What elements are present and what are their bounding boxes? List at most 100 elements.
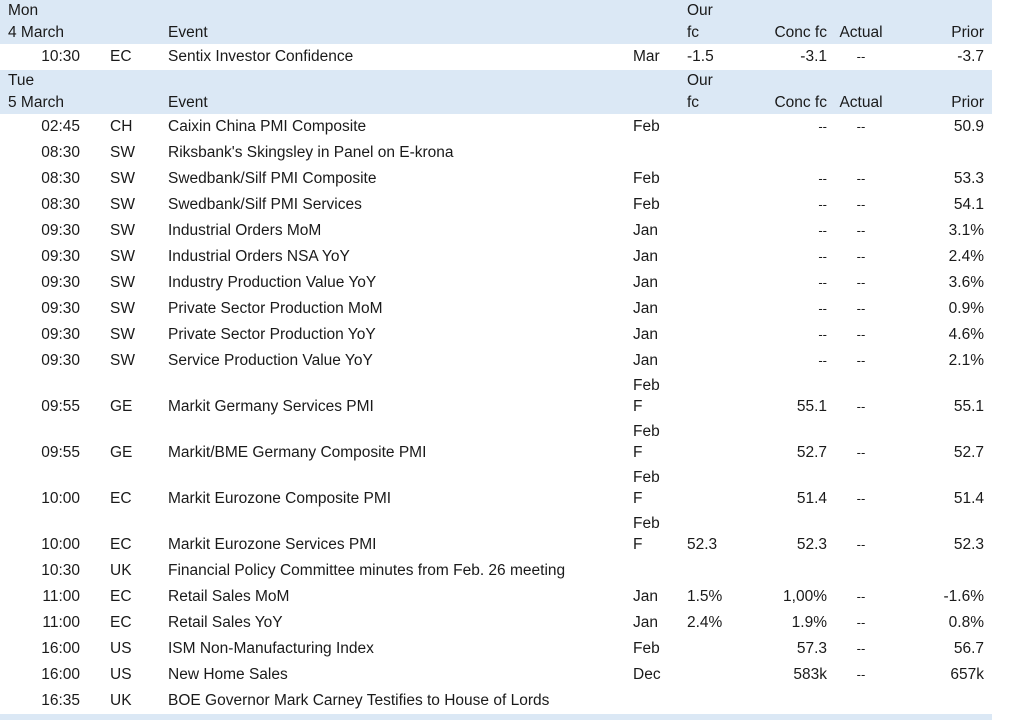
cell-country: SW	[110, 300, 135, 317]
header-our-fc-2: fc	[687, 94, 700, 111]
cell-conc-fc: --	[818, 301, 827, 316]
cell-event: Retail Sales MoM	[168, 588, 290, 605]
cell-conc-fc: --	[818, 327, 827, 342]
cell-country: EC	[110, 490, 132, 507]
cell-conc-fc: 52.7	[796, 444, 827, 461]
table-row: 16:00 US New Home Sales Dec 583k -- 657k	[0, 662, 992, 688]
cell-conc-fc: --	[818, 171, 827, 186]
cell-period: Feb	[633, 170, 660, 187]
cell-our-fc: 1.5%	[687, 588, 723, 605]
cell-country: SW	[110, 326, 135, 343]
cell-actual: --	[856, 641, 866, 656]
cell-conc-fc: --	[818, 197, 827, 212]
cell-conc-fc: --	[818, 353, 827, 368]
cell-conc-fc: --	[818, 119, 827, 134]
header-our-fc: Our	[687, 2, 713, 19]
cell-prior: 2.4%	[948, 248, 984, 265]
cell-conc-fc: 583k	[793, 666, 827, 683]
cell-period: Feb	[633, 377, 660, 394]
cell-country: SW	[110, 144, 135, 161]
table-row: 09:30 SW Industrial Orders NSA YoY Jan -- -- 2…	[0, 244, 992, 270]
cell-country: US	[110, 640, 132, 657]
cell-country: CH	[110, 118, 133, 135]
cell-event: Markit Eurozone Composite PMI	[168, 490, 392, 507]
cell-prior: 56.7	[953, 640, 984, 657]
cell-time: 10:00	[41, 490, 80, 507]
cell-event: New Home Sales	[168, 666, 288, 683]
cell-conc-fc: --	[818, 249, 827, 264]
cell-period: Jan	[633, 274, 658, 291]
cell-event: Markit Germany Services PMI	[168, 398, 374, 415]
cell-actual: --	[856, 615, 866, 630]
table-row: 10:00 EC Markit Eurozone Services PMI Feb F 5…	[0, 512, 992, 558]
header-event: Event	[168, 94, 208, 111]
table-row: 08:30 SW Riksbank's Skingsley in Panel on …	[0, 140, 992, 166]
cell-period: Mar	[633, 48, 660, 65]
table-row: 09:30 SW Industrial Orders MoM Jan -- -- 3.1%	[0, 218, 992, 244]
cell-event: Financial Policy Committee minutes from …	[168, 562, 566, 579]
cell-time: 08:30	[41, 170, 80, 187]
cell-period: Feb	[633, 423, 660, 440]
cell-prior: 52.7	[953, 444, 984, 461]
header-prior: Prior	[951, 94, 984, 111]
cell-time: 09:30	[41, 352, 80, 369]
cell-period: Feb	[633, 196, 660, 213]
cell-event: Sentix Investor Confidence	[168, 48, 354, 65]
cell-event: Swedbank/Silf PMI Services	[168, 196, 362, 213]
cell-time: 08:30	[41, 144, 80, 161]
cell-country: SW	[110, 248, 135, 265]
cell-period: Dec	[633, 666, 661, 683]
cell-time: 09:30	[41, 274, 80, 291]
cell-period: Jan	[633, 300, 658, 317]
cell-actual: --	[856, 119, 866, 134]
header-actual: Actual	[839, 24, 883, 41]
cell-period: Jan	[633, 588, 658, 605]
cell-period-flag: F	[633, 490, 643, 507]
cell-country: SW	[110, 222, 135, 239]
cell-prior: 50.9	[953, 118, 984, 135]
cell-actual: --	[856, 327, 866, 342]
cell-time: 09:30	[41, 248, 80, 265]
table-row: 09:30 SW Service Production Value YoY Jan --…	[0, 348, 992, 374]
table-row: 16:00 US ISM Non-Manufacturing Index Feb 57.…	[0, 636, 992, 662]
header-conc-fc: Conc fc	[774, 94, 827, 111]
cell-conc-fc: 52.3	[796, 536, 827, 553]
cell-period: Jan	[633, 222, 658, 239]
cell-conc-fc: --	[818, 223, 827, 238]
cell-conc-fc: 1.9%	[791, 614, 827, 631]
cell-period: Feb	[633, 515, 660, 532]
cell-country: GE	[110, 398, 133, 415]
table-row: 10:30 UK Financial Policy Committee minute…	[0, 558, 992, 584]
cell-conc-fc: -3.1	[800, 48, 827, 65]
table-row: 09:55 GE Markit/BME Germany Composite PMI F…	[0, 420, 992, 466]
cell-prior: 54.1	[953, 196, 984, 213]
cell-prior: 52.3	[953, 536, 984, 553]
header-actual: Actual	[839, 94, 883, 111]
cell-country: SW	[110, 274, 135, 291]
cell-event: ISM Non-Manufacturing Index	[168, 640, 374, 657]
cell-our-fc: 2.4%	[687, 614, 723, 631]
cell-time: 08:30	[41, 196, 80, 213]
cell-actual: --	[856, 491, 866, 506]
cell-event: Private Sector Production YoY	[168, 326, 376, 343]
cell-time: 09:55	[41, 444, 80, 461]
table-row: 10:30 EC Sentix Investor Confidence Mar -1.5…	[0, 44, 992, 70]
cell-country: US	[110, 666, 132, 683]
header-prior: Prior	[951, 24, 984, 41]
cell-period-flag: F	[633, 536, 643, 553]
cell-country: SW	[110, 170, 135, 187]
cell-country: EC	[110, 536, 132, 553]
cell-prior: 2.1%	[948, 352, 984, 369]
cell-prior: 53.3	[953, 170, 984, 187]
cell-country: UK	[110, 692, 132, 709]
cell-event: BOE Governor Mark Carney Testifies to Ho…	[168, 692, 550, 709]
cell-conc-fc: 51.4	[796, 490, 827, 507]
cell-country: EC	[110, 48, 132, 65]
cell-time: 16:00	[41, 666, 80, 683]
cell-actual: --	[856, 223, 866, 238]
cell-event: Industrial Orders NSA YoY	[168, 248, 350, 265]
cell-event: Retail Sales YoY	[168, 614, 283, 631]
cell-event: Caixin China PMI Composite	[168, 118, 367, 135]
cell-time: 10:00	[41, 536, 80, 553]
cell-actual: --	[856, 49, 866, 64]
